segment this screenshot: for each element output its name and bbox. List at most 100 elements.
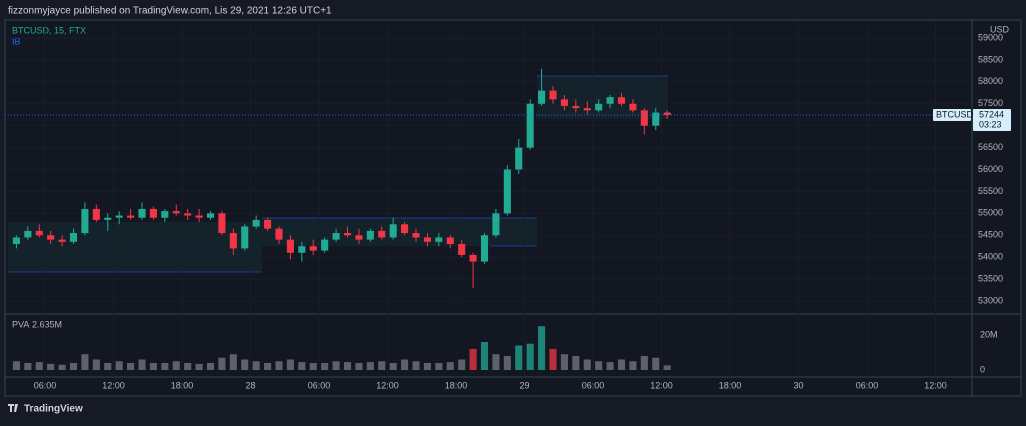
candle-body: [206, 213, 215, 218]
x-tick-label: 18:00: [445, 380, 468, 390]
y-tick-label: 58500: [978, 54, 1003, 64]
volume-bar: [309, 362, 317, 370]
candle-body: [401, 224, 409, 234]
volume-bar: [104, 362, 112, 370]
volume-bar: [663, 365, 671, 370]
x-tick-label: 06:00: [856, 380, 879, 390]
y-tick-label: 56500: [978, 142, 1003, 152]
volume-bar: [149, 362, 157, 370]
volume-bar: [35, 362, 43, 370]
candle-body: [389, 224, 397, 238]
volume-bar: [595, 361, 603, 370]
candle-body: [127, 215, 135, 218]
candle-body: [69, 233, 78, 242]
candle-body: [492, 213, 500, 236]
x-tick-label: 18:00: [171, 380, 194, 390]
y-tick-label: 57500: [978, 98, 1003, 108]
volume-bar: [469, 348, 477, 370]
volume-bar: [195, 363, 203, 370]
volume-bar: [115, 361, 123, 370]
volume-bar: [206, 362, 215, 370]
volume-bar: [458, 359, 466, 370]
y-tick-label: 56000: [978, 164, 1003, 174]
x-tick-label: 12:00: [102, 380, 125, 390]
ib-box: [537, 76, 668, 119]
countdown-text: 03:23: [979, 119, 1002, 129]
x-tick-label: 30: [793, 380, 803, 390]
volume-bar: [321, 362, 329, 370]
y-tick-label: 59000: [978, 32, 1003, 42]
volume-bar: [69, 362, 78, 370]
volume-bar: [161, 362, 169, 370]
y-tick-label: 55500: [978, 186, 1003, 196]
candle-body: [640, 110, 648, 126]
volume-last: 2.635M: [32, 319, 62, 329]
volume-bar: [81, 354, 89, 370]
candle-body: [469, 254, 477, 262]
volume-bar: [184, 362, 192, 370]
volume-bar: [401, 359, 409, 370]
brand-logo: [8, 404, 18, 412]
candle-body: [652, 112, 660, 126]
y-tick-label: 58000: [978, 76, 1003, 86]
candle-body: [458, 244, 466, 255]
symbol-tag: [933, 108, 971, 121]
candle-body: [229, 233, 237, 249]
candle-body: [572, 105, 580, 109]
candle-body: [435, 237, 443, 242]
volume-bar: [526, 343, 534, 370]
y-tick-label: 54500: [978, 230, 1003, 240]
candle-body: [560, 99, 568, 106]
x-tick-label: 12:00: [376, 380, 399, 390]
candle-body: [218, 213, 226, 234]
volume-bar: [606, 362, 614, 370]
candle-body: [115, 215, 123, 218]
candle-body: [538, 90, 546, 104]
x-tick-label: 18:00: [719, 380, 742, 390]
volume-bar: [343, 362, 352, 370]
volume-bar: [378, 361, 386, 370]
volume-bar: [127, 362, 135, 370]
candle-body: [423, 237, 431, 242]
volume-bar: [12, 361, 20, 370]
symbol-legend: BTCUSD, 15, FTX: [12, 25, 86, 35]
candle-body: [583, 108, 591, 111]
volume-bar: [138, 359, 146, 370]
candle-body: [35, 230, 43, 236]
candle-body: [286, 239, 294, 253]
volume-tick-label: 0: [980, 364, 985, 374]
candle-body: [92, 208, 100, 220]
volume-bar: [264, 362, 272, 370]
volume-bar: [366, 362, 374, 370]
candle-body: [47, 235, 55, 240]
volume-bar: [423, 362, 431, 370]
candle-body: [503, 169, 511, 214]
volume-bar: [480, 341, 489, 370]
volume-bar: [412, 361, 420, 370]
candle-body: [378, 230, 386, 238]
candle-body: [275, 228, 283, 240]
candle-body: [549, 90, 557, 100]
candle-body: [321, 239, 329, 251]
y-tick-label: 54000: [978, 252, 1003, 262]
chart-frame: [4, 19, 1022, 397]
candle-body: [446, 237, 454, 245]
volume-bar: [298, 362, 306, 370]
volume-bar: [435, 362, 443, 370]
candle-body: [264, 219, 272, 229]
x-tick-label: 12:00: [650, 380, 673, 390]
volume-bar: [92, 359, 100, 370]
candle-body: [617, 97, 626, 104]
volume-bar: [332, 361, 340, 370]
x-tick-label: 06:00: [34, 380, 57, 390]
candle-body: [366, 230, 374, 240]
candle-body: [309, 246, 317, 251]
volume-bar: [549, 348, 557, 370]
candle-body: [606, 97, 614, 104]
candle-body: [663, 112, 671, 115]
volume-bar: [252, 361, 260, 370]
header-text: fizzonmyjayce published on TradingView.c…: [8, 6, 332, 17]
candle-body: [149, 208, 157, 218]
